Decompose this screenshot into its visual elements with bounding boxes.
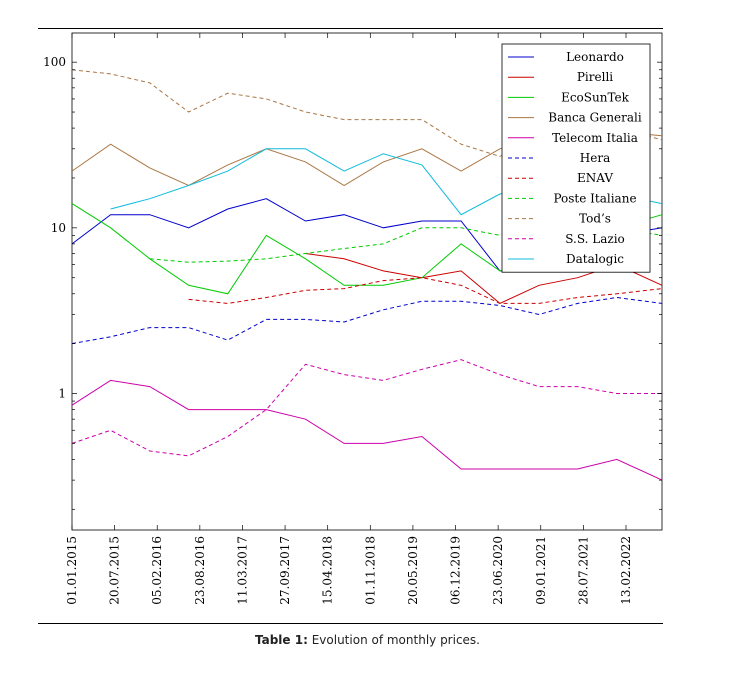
series-line: [71, 379, 663, 481]
x-tick-label: 09.01.2021: [534, 536, 548, 605]
legend-label: Poste Italiane: [553, 191, 636, 205]
series-line: [188, 277, 663, 304]
legend-label: S.S. Lazio: [565, 232, 625, 246]
x-tick-label: 01.01.2015: [65, 536, 79, 605]
x-axis: 01.01.2015 20.07.2015 05.02.2016 23.08.2016…: [65, 33, 633, 605]
legend-box: [501, 43, 651, 273]
caption-text: Evolution of monthly prices.: [311, 633, 480, 647]
x-tick-label: 23.06.2020: [491, 536, 505, 605]
series-line: [71, 296, 663, 345]
plot-area-border: [71, 32, 663, 531]
y-tick-label: 10: [51, 221, 66, 235]
top-rule: [38, 28, 663, 29]
caption-label: Table 1:: [254, 633, 308, 647]
y-tick-label: 1: [58, 387, 66, 401]
legend-label: Datalogic: [566, 252, 624, 266]
x-tick-label: 13.02.2022: [619, 536, 633, 605]
legend-label: Pirelli: [577, 70, 613, 84]
x-tick-label: 20.07.2015: [108, 536, 122, 605]
x-tick-label: 11.03.2017: [235, 536, 249, 605]
x-tick-label: 01.11.2018: [363, 536, 377, 605]
x-tick-label: 28.07.2021: [576, 536, 590, 605]
legend-label: EcoSunTek: [561, 90, 630, 104]
legend-label: Tod’s: [579, 212, 611, 226]
x-tick-label: 20.05.2019: [406, 536, 420, 605]
legend: Leonardo Pirelli EcoSunTek Banca Generali Te…: [501, 43, 651, 273]
x-tick-label: 27.09.2017: [278, 536, 292, 605]
series-line: [71, 359, 662, 457]
legend-label: Hera: [580, 151, 610, 165]
plot-frame: [71, 32, 663, 531]
legend-label: Leonardo: [566, 50, 624, 64]
legend-label: Banca Generali: [548, 111, 642, 125]
x-tick-label: 15.04.2018: [321, 536, 335, 605]
x-tick-label: 23.08.2016: [193, 536, 207, 605]
legend-label: ENAV: [577, 171, 613, 185]
x-tick-label: 05.02.2016: [150, 536, 164, 605]
x-tick-label: 06.12.2019: [449, 536, 463, 605]
y-axis: 1 10 100: [43, 55, 662, 510]
caption: Table 1: Evolution of monthly prices.: [0, 633, 735, 647]
y-tick-label: 100: [43, 55, 66, 69]
legend-label: Telecom Italia: [552, 131, 638, 145]
bottom-rule: [38, 623, 663, 624]
